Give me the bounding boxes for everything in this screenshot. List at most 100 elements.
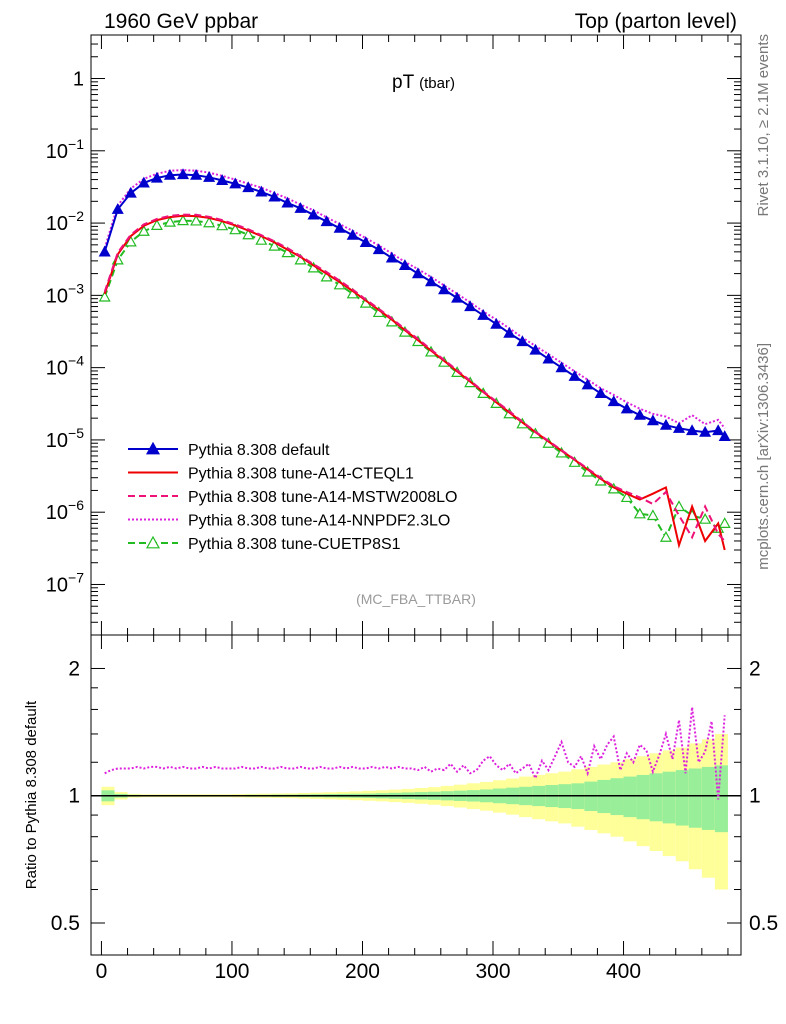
- main-title-text: pT: [392, 72, 415, 93]
- main-title-sub: (tbar): [419, 75, 455, 92]
- data-point: [699, 425, 712, 437]
- main-title: pT (tbar): [392, 72, 455, 93]
- data-point: [568, 370, 581, 381]
- data-point: [620, 491, 633, 503]
- data-point: [438, 283, 451, 295]
- data-point: [333, 221, 346, 233]
- series-2: [103, 214, 726, 551]
- analysis-watermark: (MC_FBA_TTBAR): [356, 591, 476, 607]
- data-point: [124, 235, 137, 247]
- y-tick-base: 10: [46, 430, 68, 452]
- x-tick-label: 300: [475, 960, 510, 983]
- series-1: [98, 168, 731, 441]
- data-point: [718, 517, 731, 528]
- y-tick-label: 10−7: [46, 569, 84, 596]
- data-point: [163, 168, 176, 180]
- y-tick-label: 1: [73, 69, 84, 91]
- y-tick-base: 10: [46, 358, 68, 380]
- data-point: [124, 186, 137, 198]
- data-point: [686, 424, 699, 436]
- main-axis-ticks: [91, 34, 741, 636]
- data-point: [581, 378, 594, 390]
- x-tick-labels: 0 100 200 300 400: [96, 960, 641, 983]
- data-point: [307, 208, 320, 220]
- data-point: [281, 196, 294, 208]
- data-point: [633, 408, 646, 420]
- data-point: [98, 245, 111, 257]
- y-tick-label: 10−3: [46, 280, 84, 307]
- legend-label: Pythia 8.308 tune-A14-CTEQL1: [188, 466, 414, 483]
- data-point: [699, 512, 712, 524]
- data-point: [203, 216, 216, 228]
- data-point: [607, 395, 620, 407]
- legend-label: Pythia 8.308 tune-A14-NNPDF2.3LO: [188, 513, 450, 530]
- data-point: [294, 202, 307, 213]
- data-point: [137, 176, 150, 188]
- y-tick-exponent: −3: [68, 280, 84, 296]
- data-point: [163, 215, 176, 227]
- band-inner: [714, 765, 728, 833]
- legend-label: Pythia 8.308 tune-CUETP8S1: [188, 536, 401, 553]
- series-3: [103, 213, 726, 542]
- data-point: [659, 531, 672, 542]
- data-point: [529, 343, 542, 355]
- legend-entry: Pythia 8.308 default: [128, 441, 330, 459]
- data-point: [516, 335, 529, 347]
- band-inner: [649, 773, 663, 822]
- data-point: [216, 219, 229, 231]
- data-point: [646, 414, 659, 426]
- data-point: [411, 267, 424, 279]
- band-inner: [662, 771, 676, 824]
- data-point: [242, 228, 255, 240]
- band-inner: [688, 768, 702, 828]
- ratio-y-tick-label-right: 1: [749, 785, 761, 808]
- data-point: [594, 387, 607, 399]
- data-point: [176, 168, 190, 180]
- y-tick-label: 10−6: [46, 497, 84, 524]
- legend-marker: [145, 535, 161, 549]
- legend-label: Pythia 8.308 default: [188, 442, 330, 459]
- data-point: [659, 418, 672, 430]
- data-point: [503, 326, 516, 338]
- data-point: [424, 275, 438, 287]
- y-tick-exponent: −6: [68, 497, 84, 513]
- legend-entry: Pythia 8.308 tune-A14-MSTW2008LO: [128, 489, 457, 506]
- data-point: [646, 509, 659, 521]
- data-point: [712, 424, 725, 436]
- data-point: [620, 402, 633, 414]
- data-point: [555, 361, 568, 373]
- band-inner: [623, 776, 637, 818]
- data-point: [398, 259, 411, 270]
- ratio-panel: 0.5 0.5 1 1 2 2 Ratio to Pythia 8.308 default…: [23, 634, 778, 983]
- data-point: [320, 215, 333, 227]
- ratio-y-tick-label-left: 0.5: [51, 912, 80, 935]
- band-inner: [701, 766, 715, 830]
- y-tick-base: 10: [46, 285, 68, 307]
- band-inner: [675, 770, 689, 826]
- legend-label: Pythia 8.308 tune-A14-MSTW2008LO: [188, 489, 457, 506]
- data-point: [242, 181, 255, 193]
- data-point: [203, 171, 216, 182]
- x-tick-label: 200: [345, 960, 380, 983]
- y-tick-base: 10: [46, 502, 68, 524]
- ratio-y-tick-label-right: 2: [749, 657, 761, 680]
- x-tick-label: 0: [96, 960, 108, 983]
- legend-marker: [145, 441, 161, 455]
- series-line: [103, 213, 726, 542]
- data-point: [385, 251, 398, 263]
- data-point: [633, 507, 646, 519]
- band-inner: [610, 778, 624, 816]
- legend: Pythia 8.308 default Pythia 8.308 tune-A1…: [128, 441, 457, 553]
- data-point: [176, 214, 190, 226]
- side-mcplots-info: mcplots.cern.ch [arXiv:1306.3436]: [755, 343, 772, 570]
- data-point: [190, 214, 203, 226]
- band-inner: [636, 774, 650, 820]
- header-energy: 1960 GeV ppbar: [104, 10, 258, 33]
- ratio-y-axis-label: Ratio to Pythia 8.308 default: [23, 700, 40, 889]
- data-point: [672, 500, 686, 512]
- ratio-y-tick-label-right: 0.5: [749, 912, 778, 935]
- data-point: [229, 177, 242, 189]
- data-point: [268, 190, 281, 202]
- data-point: [372, 243, 385, 255]
- data-point: [150, 219, 163, 230]
